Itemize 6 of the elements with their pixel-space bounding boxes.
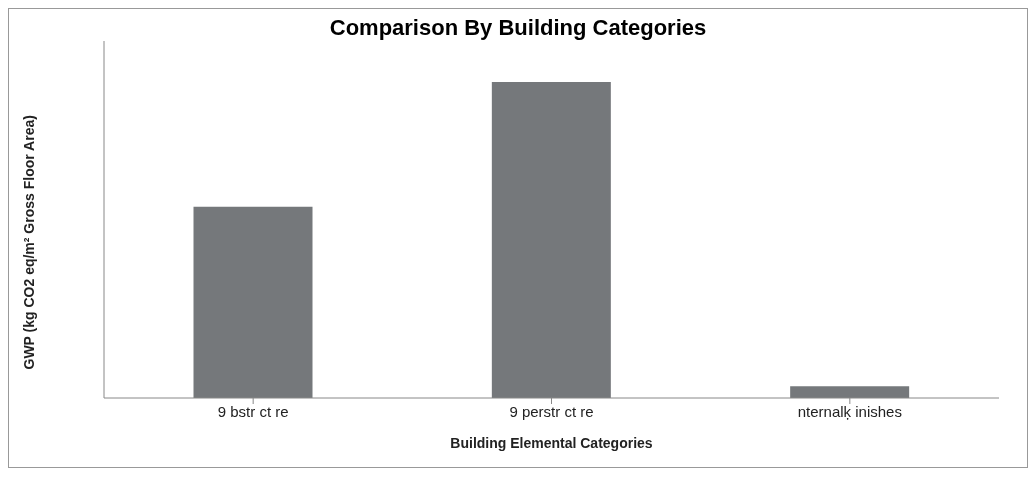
x-tick-label: 9 perstr ct re	[509, 402, 594, 420]
y-axis-title: GWP (kg CO2 eq/m² Gross Floor Area)	[20, 115, 37, 370]
x-tick-label: nternalķ inishes	[797, 402, 902, 420]
x-tick-label: 9 bstr ct re	[217, 402, 289, 420]
x-axis-title: Building Elemental Categories	[450, 435, 653, 451]
chart-title: Comparison By Building Categories	[328, 15, 708, 41]
